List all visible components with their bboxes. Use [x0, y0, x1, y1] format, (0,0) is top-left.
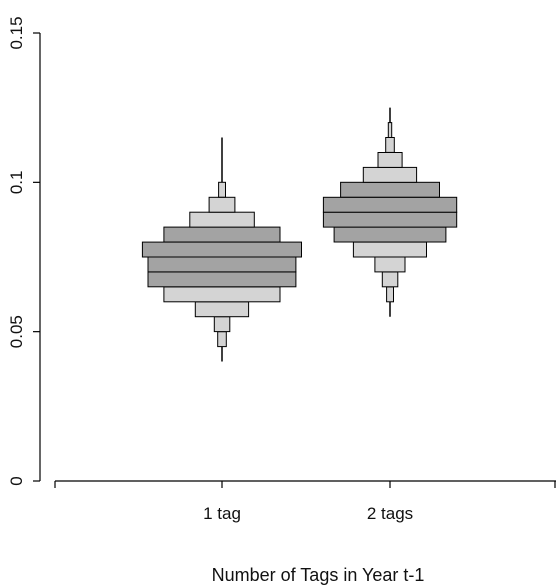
band-bar — [147, 256, 297, 273]
band-bar — [374, 256, 406, 273]
band-bar — [163, 286, 281, 303]
y-tick-label: 0 — [7, 476, 26, 485]
band-bar — [385, 137, 395, 153]
band-bar — [189, 211, 255, 228]
x-tick-label: 2 tags — [367, 504, 413, 523]
band-bar — [381, 271, 399, 288]
x-tick-label: 1 tag — [203, 504, 241, 523]
band-bar — [322, 211, 458, 228]
bands-layer — [141, 107, 458, 362]
y-tick-label: 0.15 — [7, 16, 26, 49]
band-bar — [340, 181, 441, 198]
axes-layer — [39, 33, 556, 482]
x-axis-title: Number of Tags in Year t-1 — [212, 565, 425, 585]
band-bar — [377, 152, 403, 168]
band-bar — [141, 241, 302, 258]
band-bar — [217, 331, 227, 348]
y-tick-label: 0.1 — [7, 171, 26, 195]
group-1 — [141, 137, 302, 362]
band-bar — [352, 241, 427, 258]
band-bar — [147, 271, 297, 288]
band-bar — [163, 226, 281, 243]
band-bar — [387, 122, 393, 138]
band-bar — [208, 196, 236, 213]
y-tick-label: 0.05 — [7, 315, 26, 348]
band-bar — [362, 166, 418, 183]
band-bar — [213, 316, 231, 333]
band-bar — [218, 181, 227, 198]
band-bar — [386, 286, 395, 303]
band-bar — [333, 226, 447, 243]
group-2 — [322, 107, 458, 317]
band-bar — [322, 196, 458, 213]
band-bar — [194, 301, 250, 318]
ticks-layer: 0 0.05 0.1 0.15 1 tag 2 tags — [7, 16, 556, 523]
